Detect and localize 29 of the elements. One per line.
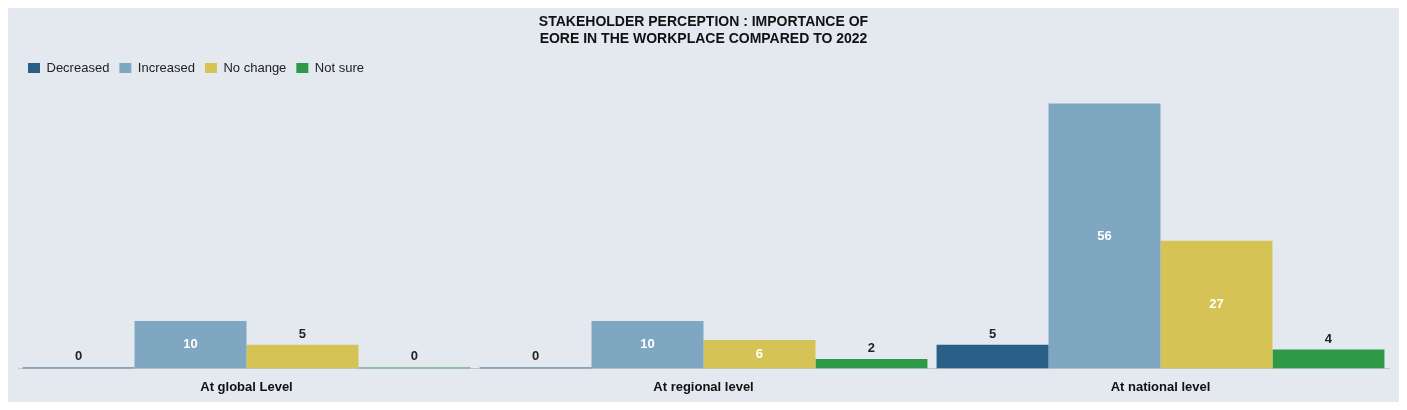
data-label: 2 — [867, 340, 876, 356]
bar — [815, 358, 928, 369]
bar — [134, 321, 247, 369]
data-label: 5 — [988, 325, 997, 341]
bar — [1272, 349, 1385, 369]
data-label: 27 — [1209, 296, 1224, 312]
legend-label: No change — [223, 59, 287, 75]
data-label: 56 — [1097, 227, 1112, 243]
data-label: 10 — [183, 336, 198, 352]
data-label: 0 — [531, 348, 540, 364]
bar — [703, 340, 816, 369]
bar — [246, 344, 359, 369]
bar — [1048, 103, 1161, 369]
x-tick-label: At regional level — [653, 378, 754, 394]
legend-label: Not sure — [314, 59, 364, 75]
legend-label: Decreased — [46, 59, 110, 75]
bar — [591, 321, 704, 369]
x-tick-label: At national level — [1110, 378, 1211, 394]
chart-title: STAKEHOLDER PERCEPTION : IMPORTANCE OF EORE IN THE WORKPLACE COMPARED TO 2022 — [538, 13, 869, 47]
data-label: 4 — [1324, 330, 1333, 346]
data-label: 10 — [640, 336, 655, 352]
data-label: 6 — [755, 345, 764, 361]
bar — [936, 344, 1049, 369]
bar — [1160, 240, 1273, 369]
data-label: 0 — [410, 348, 419, 364]
data-label: 5 — [298, 325, 307, 341]
x-tick-label: At global Level — [200, 378, 293, 394]
legend-label: Increased — [137, 59, 195, 75]
data-label: 0 — [74, 348, 83, 364]
